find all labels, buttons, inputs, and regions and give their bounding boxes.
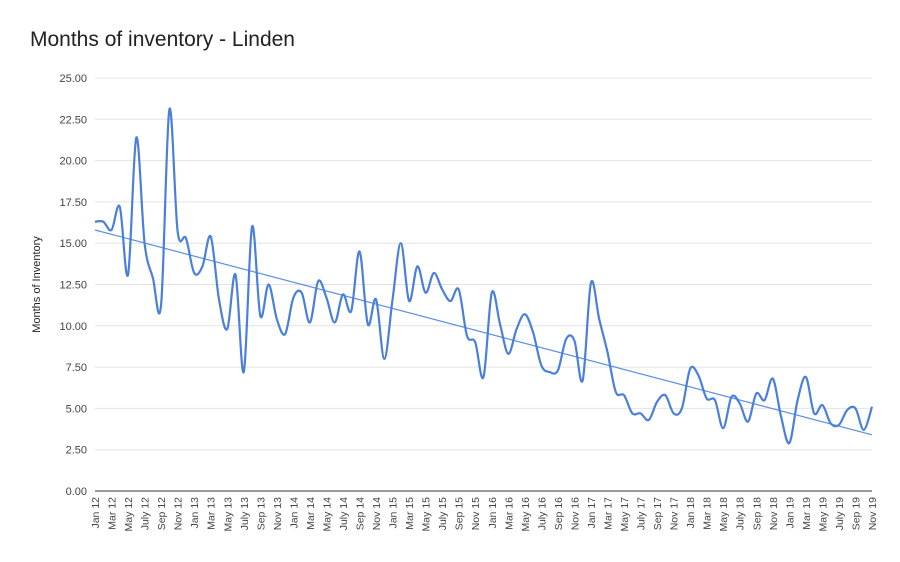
x-tick-label: Jan 19 (784, 497, 796, 529)
x-tick-label: Mar 18 (702, 497, 714, 530)
x-tick-label: Jan 17 (586, 497, 598, 529)
y-tick-label: 12.50 (59, 280, 87, 292)
gridlines (95, 77, 872, 451)
x-tick-label: Jan 18 (685, 497, 697, 529)
x-tick-label: July 17 (636, 497, 648, 530)
x-tick-label: Sep 19 (850, 497, 862, 530)
x-tick-label: Nov 14 (371, 497, 383, 530)
x-tick-label: May 18 (718, 497, 730, 532)
series-line (94, 107, 874, 445)
x-tick-label: Sep 17 (652, 497, 664, 530)
y-tick-label: 17.50 (59, 197, 87, 209)
x-tick-label: Nov 13 (272, 497, 284, 530)
x-tick-label: Mar 15 (404, 497, 416, 530)
x-tick-label: July 15 (437, 497, 449, 530)
x-tick-label: Nov 17 (669, 497, 681, 530)
x-tick-label: May 16 (520, 497, 532, 532)
x-tick-label: May 17 (619, 497, 631, 532)
x-tick-label: May 14 (321, 497, 333, 532)
x-tick-label: Jan 13 (189, 497, 201, 529)
x-tick-label: Mar 16 (503, 497, 515, 530)
x-tick-label: Sep 15 (454, 497, 466, 530)
y-tick-label: 5.00 (66, 403, 87, 415)
x-tick-label: Sep 18 (751, 497, 763, 530)
x-tick-label: Jan 12 (90, 497, 102, 529)
y-tick-label: 25.00 (59, 73, 87, 85)
y-tick-label: 15.00 (59, 238, 87, 250)
y-tick-label: 20.00 (59, 156, 87, 168)
x-tick-label: Nov 19 (867, 497, 879, 530)
x-tick-label: July 16 (536, 497, 548, 530)
x-tick-label: Nov 16 (569, 497, 581, 530)
y-tick-label: 2.50 (66, 445, 87, 457)
y-tick-label: 22.50 (59, 114, 87, 126)
x-tick-label: May 12 (123, 497, 135, 532)
x-tick-label: Jan 14 (288, 497, 300, 529)
x-tick-label: July 13 (239, 497, 251, 530)
y-tick-label: 10.00 (59, 321, 87, 333)
trend-line (94, 229, 873, 436)
x-tick-label: Mar 14 (305, 497, 317, 530)
x-tick-label: Nov 15 (470, 497, 482, 530)
chart-title: Months of inventory - Linden (30, 28, 295, 51)
y-tick-label: 7.50 (66, 362, 87, 374)
y-axis-ticks: 0.00 2.50 5.00 7.50 10.00 12.50 15.00 17.50 20.0… (59, 73, 87, 498)
x-tick-label: May 19 (817, 497, 829, 532)
x-tick-label: Nov 12 (173, 497, 185, 530)
x-tick-label: Mar 19 (801, 497, 813, 530)
x-tick-label: Mar 13 (206, 497, 218, 530)
x-tick-label: Jan 16 (487, 497, 499, 529)
x-tick-label: May 13 (222, 497, 234, 532)
x-tick-label: Sep 13 (255, 497, 267, 530)
x-tick-label: July 18 (735, 497, 747, 530)
x-tick-label: Mar 17 (602, 497, 614, 530)
x-tick-label: Nov 18 (768, 497, 780, 530)
x-tick-label: Jan 15 (388, 497, 400, 529)
x-tick-label: Mar 12 (107, 497, 119, 530)
x-tick-label: July 19 (834, 497, 846, 530)
y-axis-label: Months of Inventory (31, 236, 43, 333)
x-tick-label: Sep 16 (553, 497, 565, 530)
x-tick-label: Sep 12 (156, 497, 168, 530)
y-tick-label: 0.00 (66, 486, 87, 498)
x-axis-ticks: Jan 12 Mar 12 May 12 July 12 Sep 12 Nov 12 Jan… (90, 497, 879, 532)
x-tick-label: July 14 (338, 497, 350, 530)
x-tick-label: July 12 (140, 497, 152, 530)
x-tick-label: May 15 (421, 497, 433, 532)
x-tick-label: Sep 14 (355, 497, 367, 530)
